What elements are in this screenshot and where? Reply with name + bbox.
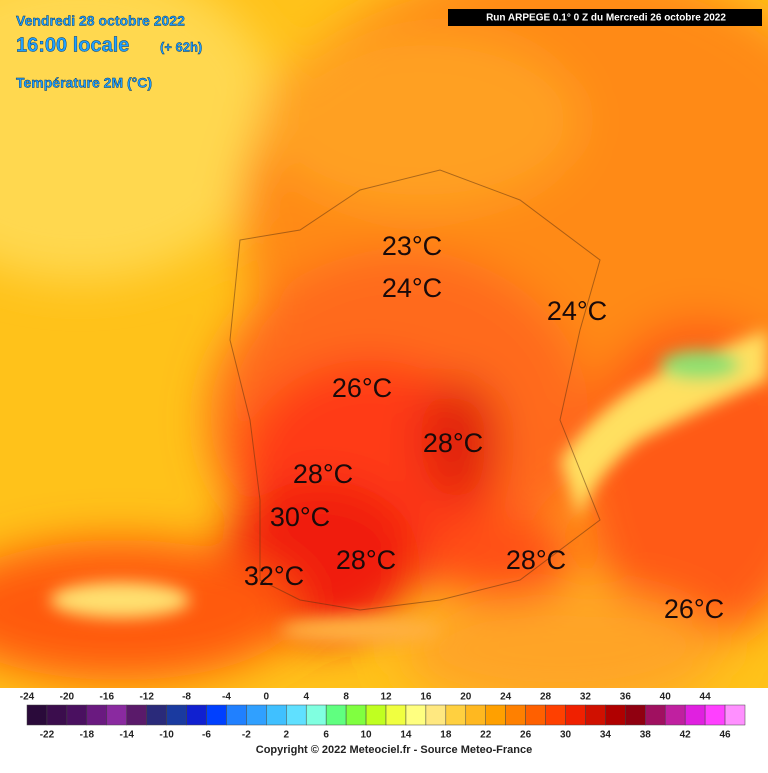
legend-tick-label: 10 — [360, 730, 372, 741]
legend-tick-label: -14 — [119, 730, 134, 741]
temperature-label: 28°C — [336, 545, 396, 575]
temperature-label: 24°C — [547, 296, 607, 326]
legend-tick-label: 20 — [460, 692, 472, 703]
legend-swatch — [565, 704, 586, 726]
legend-tick-label: 32 — [580, 692, 592, 703]
legend-swatch — [325, 704, 347, 726]
legend-tick-label: -6 — [202, 730, 211, 741]
legend-tick-label: 2 — [283, 730, 289, 741]
legend-tick-label: -2 — [242, 730, 251, 741]
legend-swatch — [305, 704, 327, 726]
legend-swatch — [106, 704, 127, 726]
legend-swatch — [605, 704, 626, 726]
run-info: Run ARPEGE 0.1° 0 Z du Mercredi 26 octob… — [486, 13, 726, 24]
temperature-label: 26°C — [332, 373, 392, 403]
legend-tick-label: 40 — [660, 692, 672, 703]
legend-swatch — [146, 704, 167, 726]
legend-tick-label: 28 — [540, 692, 552, 703]
temperature-label: 32°C — [244, 561, 304, 591]
legend-tick-label: 36 — [620, 692, 632, 703]
legend-swatch — [525, 704, 546, 726]
legend-tick-label: 38 — [640, 730, 652, 741]
temperature-label: 30°C — [270, 502, 330, 532]
legend-swatch — [684, 704, 706, 726]
temperature-label: 28°C — [506, 545, 566, 575]
legend-tick-label: 18 — [440, 730, 452, 741]
legend-tick-label: 14 — [400, 730, 412, 741]
temperature-label: 26°C — [664, 594, 724, 624]
legend-swatch — [246, 704, 267, 726]
legend-swatch — [385, 704, 407, 726]
temperature-label: 23°C — [382, 231, 442, 261]
legend-swatch — [724, 704, 746, 726]
legend-tick-label: -16 — [100, 692, 115, 703]
legend-swatch — [445, 704, 467, 726]
legend-tick-label: 26 — [520, 730, 532, 741]
legend-tick-label: -24 — [20, 692, 35, 703]
legend-swatch — [345, 704, 367, 726]
legend-tick-label: -18 — [80, 730, 95, 741]
legend-tick-label: 8 — [343, 692, 349, 703]
legend-tick-label: -20 — [60, 692, 75, 703]
legend-tick-label: 34 — [600, 730, 612, 741]
legend-swatch — [664, 704, 686, 726]
legend-swatch — [126, 704, 147, 726]
legend-tick-label: -22 — [40, 730, 55, 741]
legend-tick-label: -4 — [222, 692, 231, 703]
lead-time: (+ 62h) — [160, 39, 202, 54]
legend-swatch — [206, 704, 227, 726]
legend-swatch — [226, 704, 247, 726]
legend-tick-label: 22 — [480, 730, 492, 741]
legend-swatch — [166, 704, 187, 726]
legend-swatch — [286, 704, 307, 726]
legend-tick-label: 24 — [500, 692, 512, 703]
legend-swatch — [425, 704, 447, 726]
legend-swatch — [66, 704, 88, 726]
legend-swatch — [505, 704, 526, 726]
legend-swatch — [266, 704, 287, 726]
temperature-label: 24°C — [382, 273, 442, 303]
forecast-date: Vendredi 28 octobre 2022 — [16, 13, 185, 29]
legend-swatch — [186, 704, 207, 726]
legend-tick-label: 6 — [323, 730, 329, 741]
legend-tick-label: 42 — [680, 730, 692, 741]
forecast-time: 16:00 locale — [16, 34, 129, 56]
legend-tick-label: 44 — [700, 692, 712, 703]
legend-tick-label: 4 — [303, 692, 309, 703]
legend-tick-label: 0 — [264, 692, 270, 703]
legend-tick-label: 30 — [560, 730, 572, 741]
temperature-label: 28°C — [423, 428, 483, 458]
copyright: Copyright © 2022 Meteociel.fr - Source M… — [256, 744, 532, 756]
legend-swatch — [704, 704, 726, 726]
variable: Température 2M (°C) — [16, 75, 152, 91]
legend-swatch — [46, 704, 68, 726]
legend-swatch — [86, 704, 108, 726]
legend-tick-label: 16 — [420, 692, 432, 703]
legend-swatch — [485, 704, 506, 726]
temperature-field — [0, 0, 768, 688]
legend-swatch — [625, 704, 646, 726]
temperature-label: 28°C — [293, 459, 353, 489]
legend-tick-label: -10 — [159, 730, 174, 741]
legend-tick-label: -12 — [139, 692, 154, 703]
legend-swatch — [405, 704, 427, 726]
legend-swatch — [645, 704, 666, 726]
legend-swatch — [365, 704, 387, 726]
legend-swatch — [465, 704, 486, 726]
legend-swatch — [26, 704, 48, 726]
legend-tick-label: -8 — [182, 692, 191, 703]
legend-tick-label: 46 — [719, 730, 731, 741]
legend-swatch — [585, 704, 606, 726]
legend-tick-label: 12 — [380, 692, 392, 703]
run-banner — [448, 9, 762, 26]
legend-swatch — [545, 704, 566, 726]
